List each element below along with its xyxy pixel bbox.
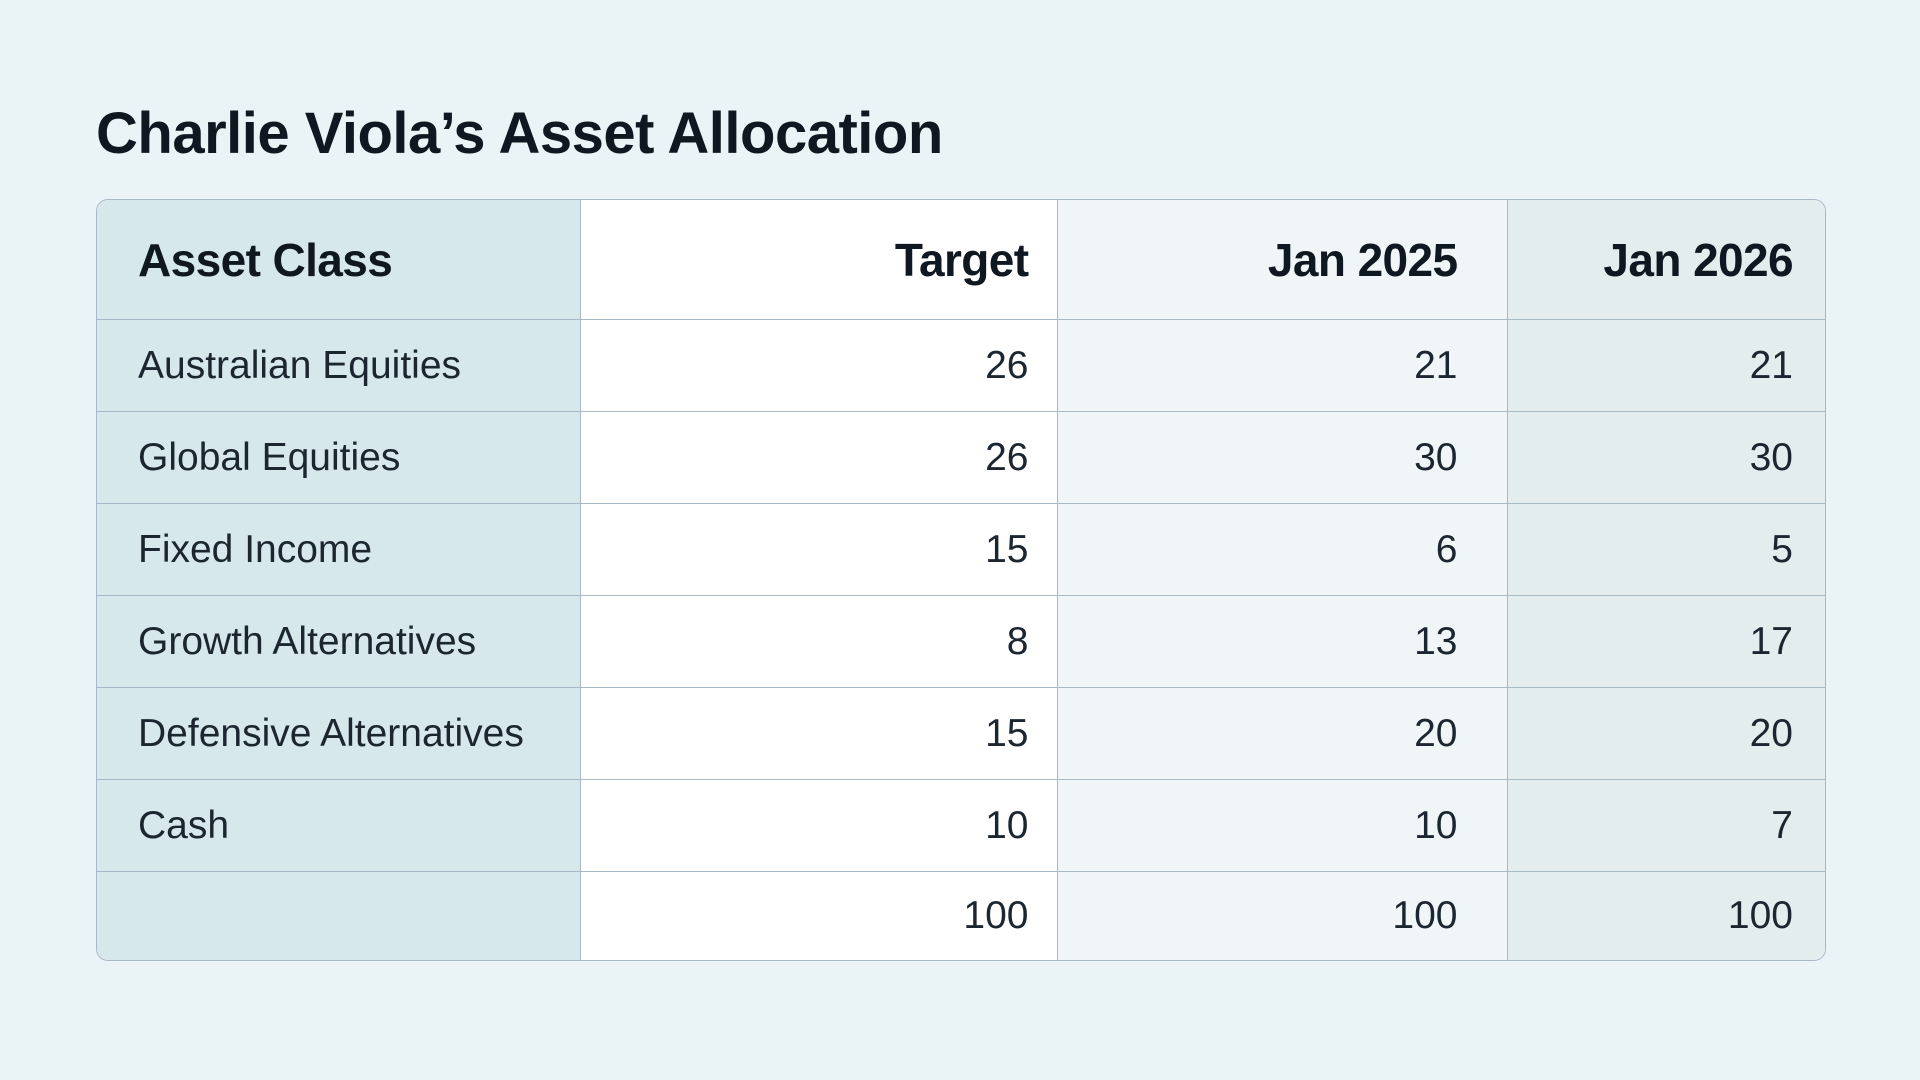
table-row: Defensive Alternatives 15 20 20 [97,687,1825,780]
table-row: Global Equities 26 30 30 [97,411,1825,504]
table-header-row: Asset Class Target Jan 2025 Jan 2026 [97,200,1825,320]
asset-class-cell: Defensive Alternatives [97,687,581,780]
target-total-cell: 100 [580,871,1058,960]
asset-class-cell: Australian Equities [97,319,581,412]
total-row: 100 100 100 [97,871,1825,960]
jan-2026-cell: 20 [1507,687,1825,780]
table-row: Australian Equities 26 21 21 [97,319,1825,412]
jan-2026-cell: 5 [1507,503,1825,596]
jan-2025-cell: 20 [1057,687,1508,780]
jan-2025-total-cell: 100 [1057,871,1508,960]
jan-2026-cell: 30 [1507,411,1825,504]
jan-2025-cell: 13 [1057,595,1508,688]
target-cell: 15 [580,687,1058,780]
total-label-cell [97,871,581,960]
jan-2026-cell: 7 [1507,779,1825,872]
asset-class-cell: Cash [97,779,581,872]
jan-2026-cell: 17 [1507,595,1825,688]
jan-2025-cell: 30 [1057,411,1508,504]
header-jan-2026: Jan 2026 [1507,200,1825,320]
table-row: Growth Alternatives 8 13 17 [97,595,1825,688]
table-row: Fixed Income 15 6 5 [97,503,1825,596]
asset-class-cell: Fixed Income [97,503,581,596]
page-title: Charlie Viola’s Asset Allocation [96,101,943,166]
asset-class-cell: Global Equities [97,411,581,504]
asset-class-cell: Growth Alternatives [97,595,581,688]
jan-2026-cell: 21 [1507,319,1825,412]
target-cell: 10 [580,779,1058,872]
jan-2025-cell: 21 [1057,319,1508,412]
allocation-table: Asset Class Target Jan 2025 Jan 2026 Aus… [97,200,1825,960]
target-cell: 26 [580,411,1058,504]
target-cell: 26 [580,319,1058,412]
header-jan-2025: Jan 2025 [1057,200,1508,320]
allocation-table-container: Asset Class Target Jan 2025 Jan 2026 Aus… [96,199,1826,961]
header-target: Target [580,200,1058,320]
jan-2026-total-cell: 100 [1507,871,1825,960]
header-asset-class: Asset Class [97,200,581,320]
table-row: Cash 10 10 7 [97,779,1825,872]
jan-2025-cell: 10 [1057,779,1508,872]
target-cell: 8 [580,595,1058,688]
target-cell: 15 [580,503,1058,596]
jan-2025-cell: 6 [1057,503,1508,596]
